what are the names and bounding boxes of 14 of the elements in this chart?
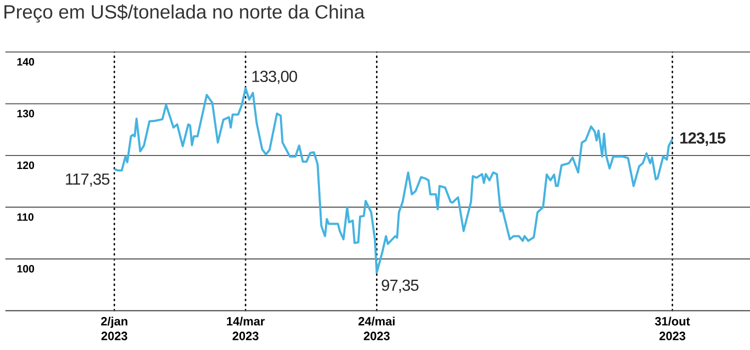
y-tick-label: 130 xyxy=(17,110,34,118)
x-tick-label: 14/mar 2023 xyxy=(226,316,265,340)
annotation: 117,35 xyxy=(66,173,110,187)
chart-title: Preço em US$/tonelada no norte da China xyxy=(4,4,365,23)
y-tick-label: 140 xyxy=(17,58,34,66)
annotation: 97,35 xyxy=(382,280,418,293)
x-tick-label: 31/out 2023 xyxy=(655,316,690,340)
y-tick-label: 120 xyxy=(17,162,34,170)
x-tick-label: 2/jan 2023 xyxy=(101,316,128,340)
y-tick-label: 100 xyxy=(17,264,34,273)
annotation: 133,00 xyxy=(252,70,298,84)
x-tick-label: 24/mai 2023 xyxy=(358,316,395,340)
annotation: 123,15 xyxy=(680,132,726,146)
y-tick-label: 110 xyxy=(17,213,34,221)
